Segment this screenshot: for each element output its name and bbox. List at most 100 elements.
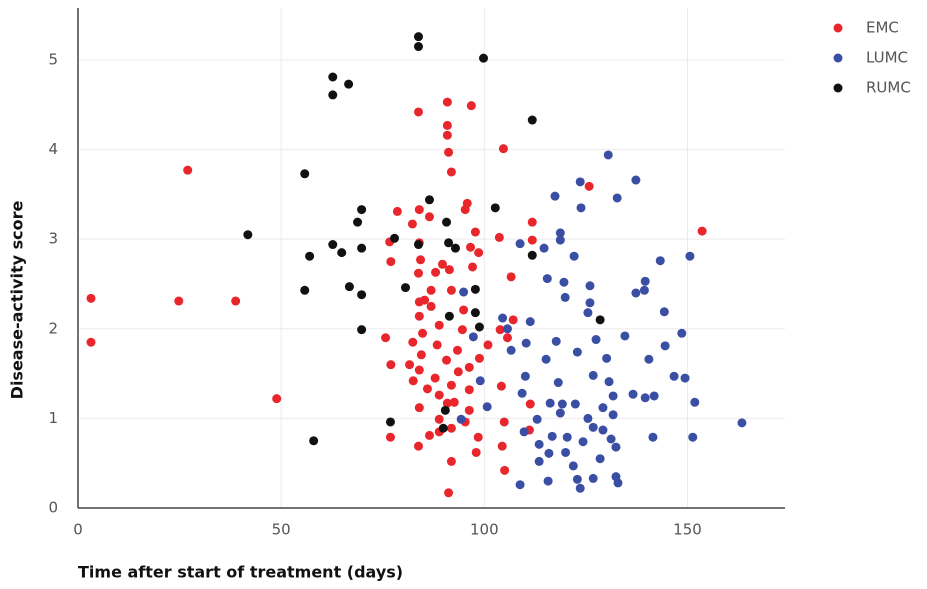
point <box>669 371 679 381</box>
point <box>541 354 551 364</box>
legend-label: LUMC <box>866 49 908 67</box>
point <box>337 248 347 258</box>
point <box>430 373 440 383</box>
point <box>305 251 315 261</box>
point <box>414 311 424 321</box>
point <box>392 206 402 216</box>
point <box>300 285 310 295</box>
point <box>431 267 441 277</box>
point <box>464 385 474 395</box>
point <box>483 340 493 350</box>
legend-marker <box>833 53 843 63</box>
point <box>446 456 456 466</box>
point <box>585 298 595 308</box>
point <box>390 233 400 243</box>
point <box>456 414 466 424</box>
point <box>588 422 598 432</box>
point <box>309 436 319 446</box>
point <box>603 150 613 160</box>
point <box>506 345 516 355</box>
point <box>551 336 561 346</box>
point <box>86 337 96 347</box>
point <box>527 250 537 260</box>
point <box>604 377 614 387</box>
point <box>449 397 459 407</box>
point <box>515 480 525 490</box>
point <box>555 228 565 238</box>
point <box>585 281 595 291</box>
point <box>521 338 531 348</box>
point <box>328 90 338 100</box>
point <box>444 147 454 157</box>
point <box>608 391 618 401</box>
point <box>648 432 658 442</box>
point <box>559 277 569 287</box>
point <box>490 203 500 213</box>
point <box>446 380 456 390</box>
point <box>446 167 456 177</box>
legend-marker <box>833 83 843 93</box>
point <box>575 177 585 187</box>
y-tick-label: 3 <box>48 230 58 248</box>
point <box>453 345 463 355</box>
point <box>545 398 555 408</box>
point <box>386 360 396 370</box>
point <box>639 285 649 295</box>
point <box>498 144 508 154</box>
point <box>459 287 469 297</box>
point <box>414 403 424 413</box>
point <box>442 120 452 130</box>
x-axis-title: Time after start of treatment (days) <box>78 563 403 582</box>
point <box>612 193 622 203</box>
point <box>606 434 616 444</box>
point <box>426 285 436 295</box>
point <box>414 205 424 215</box>
point <box>470 227 480 237</box>
point <box>680 373 690 383</box>
point <box>426 301 436 311</box>
point <box>494 232 504 242</box>
point <box>527 217 537 227</box>
point <box>613 478 623 488</box>
point <box>434 320 444 330</box>
point <box>499 417 509 427</box>
point <box>344 282 354 292</box>
point <box>453 367 463 377</box>
point <box>468 332 478 342</box>
point <box>413 32 423 42</box>
point <box>424 195 434 205</box>
point <box>497 441 507 451</box>
point <box>553 378 563 388</box>
point <box>424 430 434 440</box>
point <box>557 399 567 409</box>
point <box>595 454 605 464</box>
point <box>437 259 447 269</box>
point <box>418 328 428 338</box>
point <box>547 431 557 441</box>
point <box>568 461 578 471</box>
point <box>442 97 452 107</box>
point <box>457 325 467 335</box>
point <box>422 384 432 394</box>
point <box>659 307 669 317</box>
point <box>407 219 417 229</box>
point <box>561 447 571 457</box>
x-tick-label: 50 <box>272 521 291 539</box>
point <box>598 403 608 413</box>
point <box>569 251 579 261</box>
point <box>532 414 542 424</box>
point <box>473 432 483 442</box>
legend-marker <box>833 23 843 33</box>
point <box>534 456 544 466</box>
point <box>620 331 630 341</box>
point <box>515 239 525 249</box>
point <box>444 238 454 248</box>
point <box>697 226 707 236</box>
y-tick-label: 1 <box>48 409 58 427</box>
point <box>598 425 608 435</box>
point <box>555 235 565 245</box>
point <box>543 476 553 486</box>
point <box>578 437 588 447</box>
point <box>677 328 687 338</box>
point <box>464 362 474 372</box>
